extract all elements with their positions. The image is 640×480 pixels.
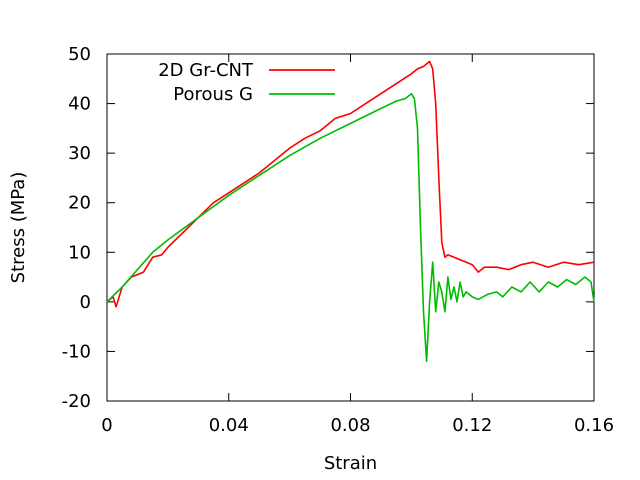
y-tick-label: -10 [62,341,91,362]
x-tick-label: 0.08 [330,415,370,436]
series-layer [106,60,595,363]
x-tick-label: 0 [101,415,112,436]
y-tick-label: 50 [68,44,91,65]
series-line-gr-cnt [106,60,595,308]
x-tick-label: 0.12 [452,415,492,436]
y-tick-label: 40 [68,94,91,115]
legend: 2D Gr-CNT Porous G [158,60,335,105]
y-axis-title: Stress (MPa) [8,172,29,284]
plot-frame [106,53,595,402]
plot-border [106,53,595,402]
y-tick-label: -20 [62,391,91,412]
y-tick-label: 10 [68,242,91,263]
x-axis: 0 0.04 0.08 0.12 0.16 [101,54,614,436]
legend-label: Porous G [173,84,253,105]
y-axis: -20 -10 0 10 20 30 40 50 [62,44,594,412]
y-tick-label: 0 [80,292,91,313]
legend-label: 2D Gr-CNT [158,60,254,81]
x-tick-label: 0.04 [209,415,249,436]
x-tick-label: 0.16 [574,415,614,436]
y-tick-label: 20 [68,193,91,214]
y-tick-label: 30 [68,143,91,164]
series-line-porous-g [106,92,595,363]
x-axis-title: Strain [324,453,377,474]
